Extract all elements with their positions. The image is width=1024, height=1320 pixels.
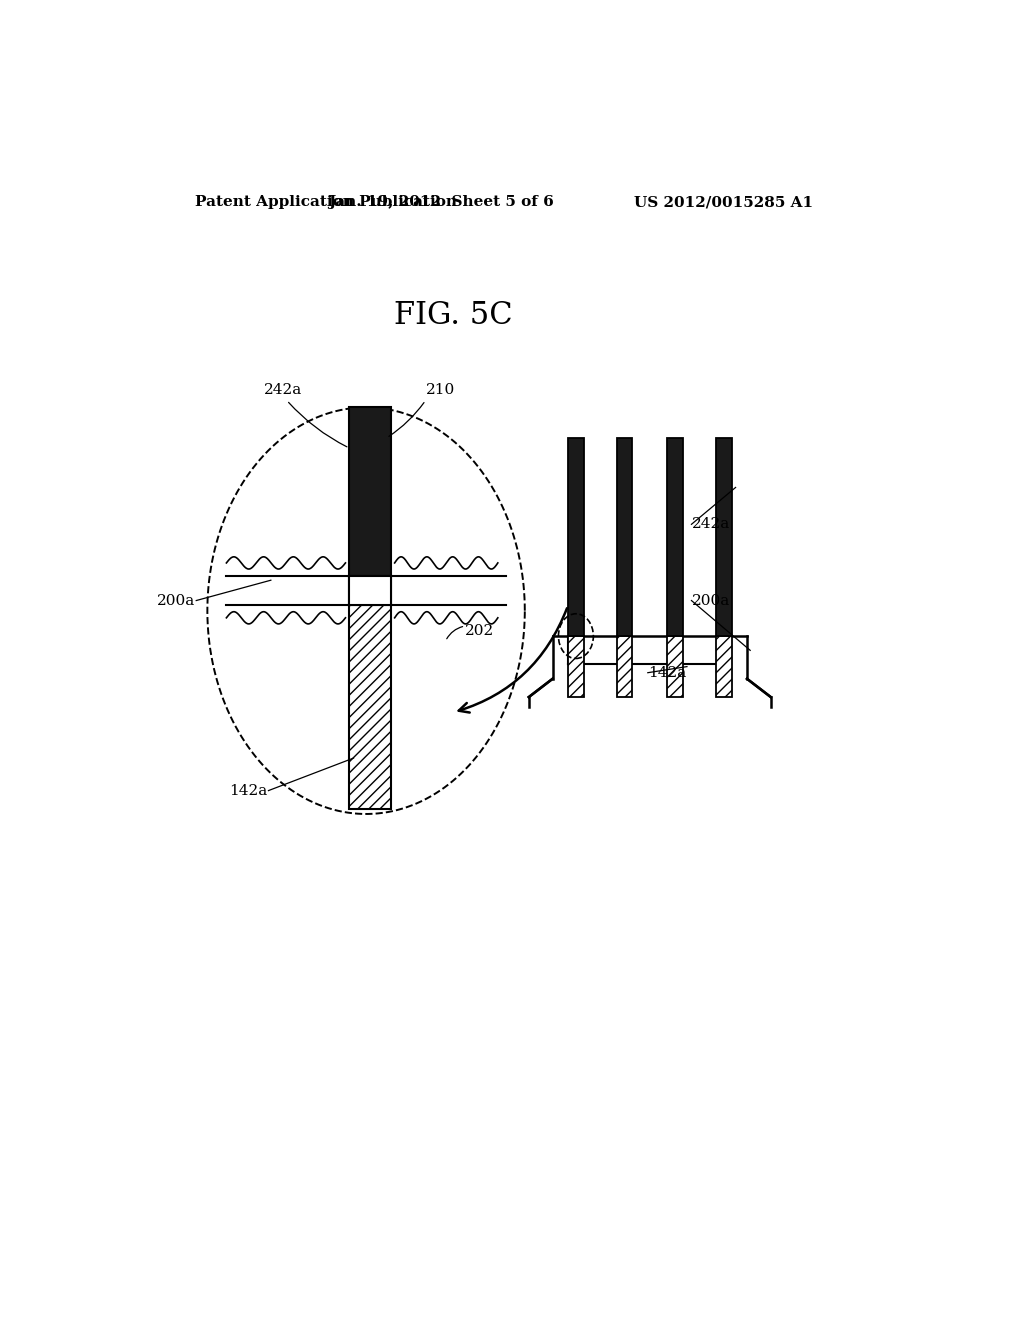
- Text: 242a: 242a: [263, 383, 302, 397]
- Text: FIG. 5C: FIG. 5C: [394, 301, 513, 331]
- Bar: [616, 438, 633, 636]
- Bar: [716, 438, 731, 636]
- Text: Patent Application Publication: Patent Application Publication: [196, 195, 458, 209]
- Text: US 2012/0015285 A1: US 2012/0015285 A1: [634, 195, 813, 209]
- Bar: [568, 438, 584, 636]
- Text: 142a: 142a: [648, 665, 686, 680]
- Text: 202: 202: [465, 624, 495, 638]
- Text: 210: 210: [426, 383, 455, 397]
- Bar: [568, 636, 584, 697]
- Text: 142a: 142a: [228, 784, 267, 797]
- Bar: [667, 438, 683, 636]
- Bar: [349, 408, 391, 576]
- Text: 200a: 200a: [158, 594, 196, 607]
- Bar: [349, 576, 391, 605]
- Bar: [349, 605, 391, 809]
- Bar: [616, 636, 633, 697]
- Text: Jan. 19, 2012  Sheet 5 of 6: Jan. 19, 2012 Sheet 5 of 6: [329, 195, 554, 209]
- Bar: [667, 636, 683, 697]
- Text: 200a: 200a: [691, 594, 730, 607]
- Bar: [716, 636, 731, 697]
- Text: 242a: 242a: [691, 517, 730, 532]
